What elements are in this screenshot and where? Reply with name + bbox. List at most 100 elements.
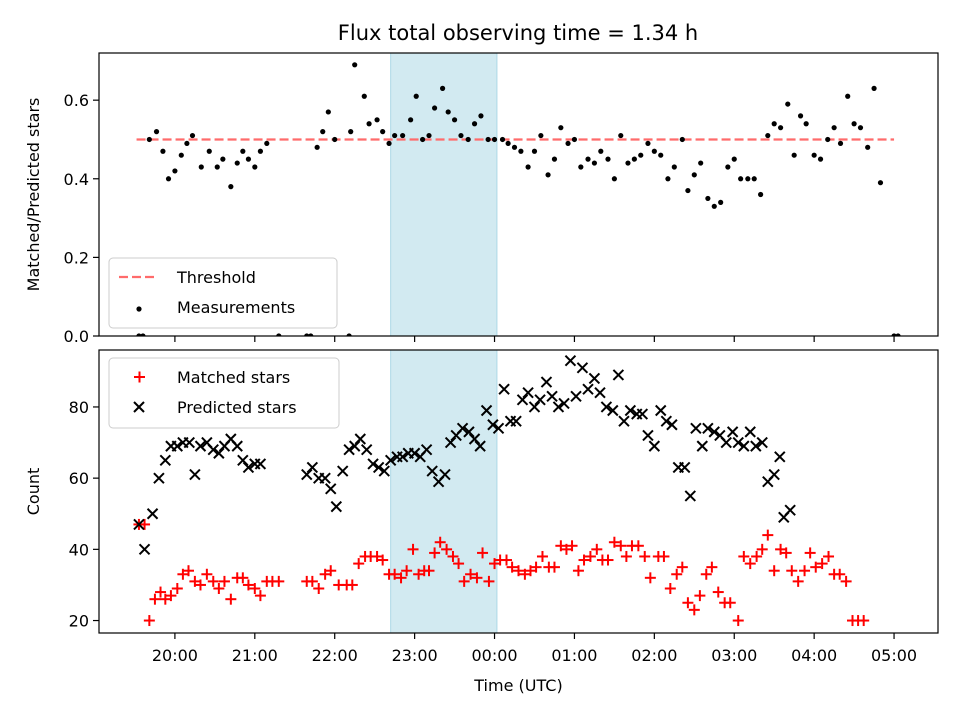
predicted-point — [325, 483, 337, 495]
predicted-point — [702, 422, 714, 435]
predicted-point — [367, 458, 379, 470]
highlight-span — [390, 52, 498, 337]
matched-point — [506, 561, 518, 573]
axes-frame — [98, 349, 939, 634]
measurement-point — [165, 176, 172, 182]
y-tick-label: 0.4 — [64, 170, 89, 189]
predicted-point — [624, 404, 637, 417]
series-predicted-stars — [133, 354, 796, 556]
predicted-point — [642, 429, 654, 442]
predicted-point — [774, 451, 786, 463]
matched-point — [313, 583, 325, 595]
measurement-point — [178, 152, 184, 158]
measurement-point — [413, 93, 419, 99]
measurement-point — [679, 136, 685, 143]
matched-point — [434, 536, 446, 548]
measurement-point — [738, 176, 744, 182]
measurement-point — [598, 148, 604, 154]
predicted-point — [237, 454, 249, 467]
measurement-point — [366, 121, 372, 127]
predicted-point — [784, 504, 796, 516]
measurement-point — [545, 172, 551, 178]
predicted-point — [492, 422, 505, 435]
predicted-point — [408, 447, 421, 459]
y-tick-label: 60 — [69, 469, 89, 488]
predicted-point — [636, 408, 649, 420]
matched-point — [465, 568, 477, 580]
predicted-point — [684, 490, 697, 502]
measurement-point — [439, 85, 446, 91]
measurement-point — [698, 160, 704, 166]
predicted-point — [354, 433, 366, 445]
measurement-point — [426, 132, 432, 139]
measurement-point — [565, 140, 571, 147]
measurement-point — [891, 333, 897, 336]
predicted-point — [138, 543, 151, 556]
measurement-point — [140, 333, 146, 336]
predicted-point — [570, 390, 582, 402]
measurement-point — [445, 109, 451, 115]
matched-point — [395, 572, 407, 584]
matched-point — [762, 529, 774, 541]
predicted-point — [648, 440, 661, 452]
x-axis-label: Time (UTC) — [473, 676, 562, 695]
measurement-point — [817, 156, 824, 162]
matched-point — [792, 575, 804, 587]
matched-point — [712, 586, 724, 598]
predicted-point — [582, 383, 594, 395]
matched-point — [139, 518, 151, 530]
y-axis-label: Count — [24, 468, 43, 516]
highlight-span — [390, 349, 498, 634]
matched-point — [682, 597, 694, 609]
measurement-point — [146, 136, 152, 143]
matched-point — [530, 561, 542, 573]
predicted-point — [133, 518, 145, 531]
measurement-point — [400, 132, 406, 139]
predicted-point — [498, 383, 510, 395]
predicted-point — [189, 468, 201, 481]
predicted-point — [153, 472, 165, 484]
predicted-point — [534, 394, 546, 406]
legend-label: Matched stars — [177, 368, 290, 387]
predicted-point — [207, 443, 219, 456]
measurement-point — [865, 144, 871, 150]
predicted-point — [768, 468, 780, 481]
matched-point — [671, 568, 683, 580]
measurement-point — [837, 140, 844, 147]
predicted-point — [588, 372, 601, 385]
matched-point — [471, 572, 483, 584]
predicted-point — [254, 458, 267, 470]
matched-point — [501, 554, 513, 566]
measurement-point — [631, 156, 637, 162]
measurement-point — [471, 121, 478, 127]
matched-point — [182, 565, 194, 577]
matched-point — [377, 554, 389, 566]
measurement-point — [220, 156, 226, 162]
measurement-point — [511, 144, 518, 150]
measurement-point — [645, 140, 651, 147]
matched-point — [751, 550, 763, 562]
matched-point — [780, 547, 792, 559]
matched-point — [572, 565, 584, 577]
plot-area — [136, 62, 901, 336]
matched-point — [218, 575, 230, 587]
series-measurements — [136, 62, 901, 336]
measurement-point — [234, 160, 240, 166]
legend-label: Predicted stars — [177, 398, 297, 417]
matched-point — [149, 593, 161, 605]
y-tick-label: 0.2 — [64, 248, 89, 267]
predicted-point — [738, 440, 750, 452]
legend-measurement-swatch — [136, 306, 142, 312]
predicted-point — [564, 354, 577, 367]
predicted-point — [378, 465, 390, 477]
x-tick-label: 21:00 — [232, 646, 278, 665]
measurement-point — [578, 164, 584, 170]
matched-point — [732, 615, 744, 627]
predicted-point — [600, 401, 613, 413]
measurement-point — [320, 129, 326, 135]
matched-point — [799, 565, 811, 577]
measurement-point — [348, 129, 354, 135]
measurement-point — [731, 156, 737, 162]
measurement-point — [658, 152, 664, 158]
measurement-point — [725, 164, 731, 170]
